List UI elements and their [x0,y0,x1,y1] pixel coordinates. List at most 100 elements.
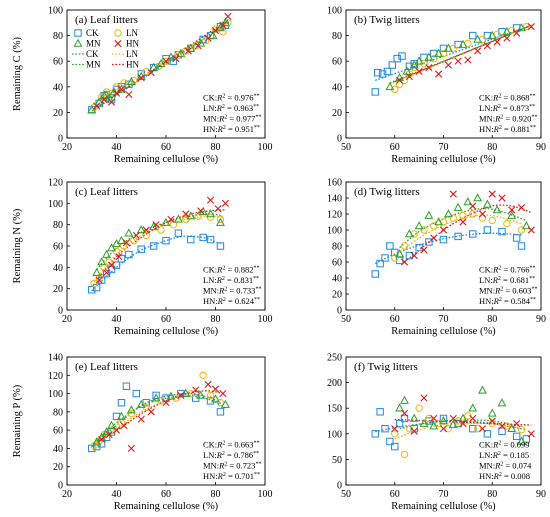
data-point [132,389,141,398]
y-tick-label: 250 [327,353,342,364]
data-point [95,274,103,282]
data-point [204,34,212,42]
data-point [216,242,225,250]
legend: CK LN MN HN CK LN MN HN [72,28,139,70]
data-point [517,426,526,434]
data-point [404,229,414,238]
data-point [527,23,535,31]
data-point [439,416,448,425]
data-point [463,197,473,206]
x-tick-label: 50 [341,142,351,153]
fit-line-mn [96,395,226,442]
y-tick-label: 120 [48,178,63,189]
data-point [196,390,206,399]
data-point [429,421,439,430]
data-point [166,391,176,400]
x-tick-label: 40 [112,142,122,153]
data-point [186,211,196,220]
data-point [88,286,96,294]
y-tick-label: 140 [327,194,342,205]
data-point [219,389,227,398]
data-point [211,25,220,33]
r2-stat: CK:R2 = 0.976** [203,93,260,103]
data-point [102,88,111,96]
data-point [449,190,457,198]
data-point [454,57,462,65]
data-point [137,74,145,82]
y-tick-label: 60 [332,258,342,269]
x-tick-label: 60 [161,489,171,500]
r2-stat: MN:R2 = 0.977** [203,114,261,124]
data-point [378,70,387,78]
data-point [117,399,126,407]
x-tick-label: 50 [341,314,351,325]
data-point [388,61,397,69]
data-point [469,202,477,210]
data-point [220,399,230,408]
data-point [454,232,462,241]
r2-stat: MN:R2 = 0.723** [203,461,261,471]
y-tick-label: 60 [53,242,63,253]
data-point [201,37,210,45]
data-point [410,427,418,435]
data-point [424,52,434,61]
data-point [105,258,113,266]
data-point [507,423,517,432]
data-point [527,226,535,234]
x-tick-label: 90 [536,142,546,153]
data-point [206,209,215,218]
y-tick-label: 150 [327,404,342,415]
y-tick-label: 100 [48,199,63,210]
data-point [216,399,225,407]
r2-stat: LN:R2 = 0.831** [203,275,259,285]
data-point [174,51,183,59]
y-tick-label: 0 [58,306,63,317]
data-point [381,424,389,433]
r2-stat: HN:R2 = 0.584** [479,296,536,306]
data-point [409,413,419,422]
data-point [498,427,506,435]
y-tick-label: 20 [53,462,63,473]
legend-label: MN [86,39,101,49]
series-hn [95,196,229,284]
data-point [444,424,453,433]
x-axis-label: Remaining cellulose (%) [114,326,219,337]
data-point [414,221,424,230]
y-tick-label: 120 [48,371,63,382]
r2-stat: LN:R2 = 0.185 [479,450,529,460]
data-point [376,408,384,416]
data-point [498,194,506,202]
y-tick-label: 40 [53,263,63,274]
data-point [449,414,457,423]
data-point [383,67,392,76]
r2-stat: CK:R2 = 0.099 [479,440,530,450]
data-point [395,403,405,412]
data-point [458,39,468,48]
y-axis-label: Remaining C (%) [12,36,23,111]
data-point [430,222,438,230]
data-point [443,43,453,52]
data-point [97,93,106,101]
series-mn [87,17,230,114]
data-point [410,252,418,260]
r2-stat: CK:R2 = 0.663** [203,440,260,450]
data-point [97,257,107,266]
panel-title: (b) Twig litters [354,14,420,26]
data-point [112,83,121,91]
data-point [396,76,404,84]
data-point [439,414,448,423]
data-point [414,56,424,65]
r2-stat: HN:R2 = 0.008 [479,471,530,481]
data-point [497,398,507,407]
data-point [435,70,443,78]
data-point [206,196,215,204]
data-point [415,67,423,76]
data-point [391,425,399,433]
series-ln [391,210,526,262]
data-point [167,215,175,223]
x-tick-label: 60 [161,314,171,325]
r2-stat: HN:R2 = 0.701** [203,471,260,481]
data-point [488,216,496,225]
data-point [517,204,526,212]
